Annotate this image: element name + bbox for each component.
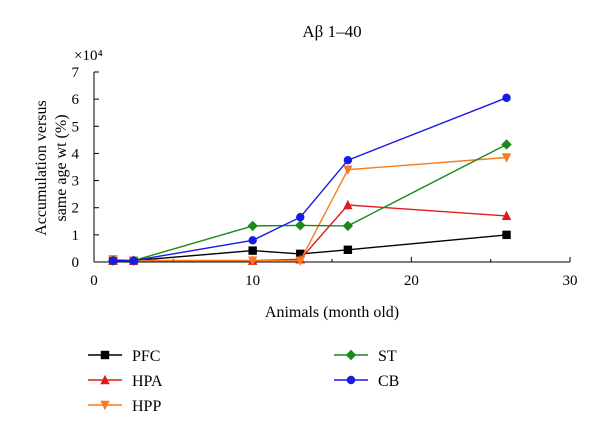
data-point-pfc <box>343 245 353 254</box>
legend-item-hpp: HPP <box>88 398 161 415</box>
y-tick-label: 3 <box>72 174 80 190</box>
data-point-st <box>247 220 258 232</box>
data-point-hpa <box>501 210 512 221</box>
data-point-hpp <box>295 256 305 266</box>
legend-marker-cb <box>346 375 356 385</box>
series-line-hpa <box>113 204 507 262</box>
y-tick-label: 6 <box>72 92 80 108</box>
legend-item-hpa: HPA <box>88 373 163 390</box>
legend-marker-st <box>345 349 357 361</box>
x-tick-label: 10 <box>245 273 260 289</box>
data-point-cb <box>108 256 118 265</box>
y-tick-label: 4 <box>72 146 80 162</box>
data-point-pfc <box>502 230 511 240</box>
legend-marker-hpa <box>100 374 110 385</box>
series-st <box>107 139 512 266</box>
data-point-pfc <box>248 246 257 255</box>
x-axis-label: Animals (month old) <box>265 304 399 321</box>
x-tick-label: 20 <box>404 273 419 289</box>
legend: PFC HPA HPP ST CB <box>88 348 399 415</box>
legend-label-hpa: HPA <box>132 373 163 390</box>
legend-marker-hpp <box>100 400 110 411</box>
series-line-cb <box>113 97 507 262</box>
y-axis-multiplier: ×10⁴ <box>74 48 103 64</box>
x-tick-label: 30 <box>563 273 578 289</box>
legend-label-st: ST <box>378 348 397 365</box>
data-point-st <box>342 220 354 232</box>
data-point-cb <box>296 213 305 222</box>
data-point-cb <box>502 93 511 102</box>
data-point-st <box>295 220 306 231</box>
data-point-hpa <box>343 199 353 210</box>
legend-item-pfc: PFC <box>88 348 160 365</box>
legend-item-cb: CB <box>334 373 399 390</box>
legend-label-hpp: HPP <box>132 398 161 415</box>
legend-label-cb: CB <box>378 373 399 390</box>
data-point-hpp <box>501 153 512 163</box>
data-point-cb <box>343 156 353 165</box>
legend-label-pfc: PFC <box>132 348 160 365</box>
chart-title: Aβ 1–40 <box>302 22 361 41</box>
series-layer <box>107 93 512 266</box>
series-cb <box>108 93 511 265</box>
data-point-pfc <box>296 249 305 259</box>
x-tick-label: 0 <box>90 273 98 289</box>
y-tick-label: 5 <box>72 119 80 135</box>
y-tick-label: 7 <box>72 65 80 81</box>
data-point-cb <box>129 256 138 265</box>
series-line-hpp <box>112 156 507 262</box>
data-point-cb <box>248 236 257 245</box>
legend-marker-pfc <box>100 350 110 360</box>
data-point-hpp <box>247 256 258 266</box>
data-point-hpp <box>343 165 353 175</box>
y-axis-label-line-1: Accumulation versus <box>33 100 50 236</box>
data-point-st <box>501 139 512 150</box>
y-axis-label-line-2: same age wt (%) <box>53 114 70 221</box>
y-tick-label: 2 <box>72 201 80 217</box>
axes: 0 10 20 30 0 1 2 3 4 5 6 7 <box>72 65 578 289</box>
legend-item-st: ST <box>334 348 397 365</box>
y-tick-label: 1 <box>72 228 80 244</box>
y-tick-label: 0 <box>72 255 80 271</box>
